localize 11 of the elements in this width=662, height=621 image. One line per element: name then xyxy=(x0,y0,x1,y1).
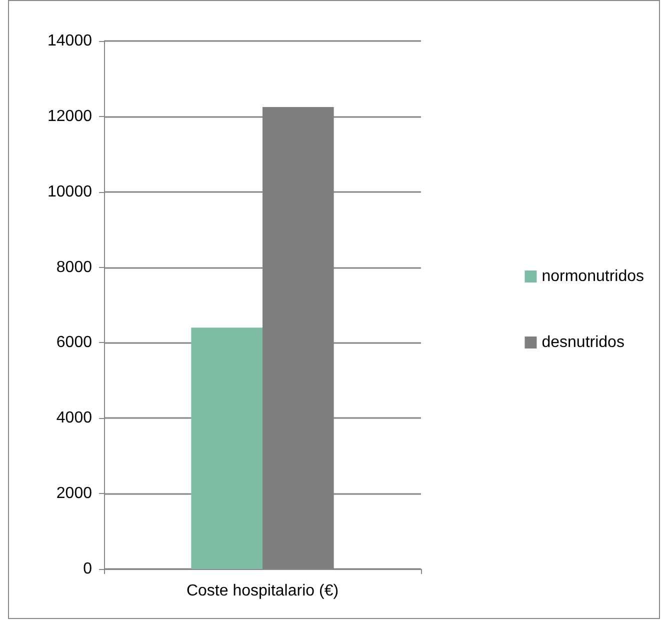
y-tick-label: 10000 xyxy=(48,183,92,200)
y-tick-label: 8000 xyxy=(56,258,92,276)
x-tick-label: Coste hospitalario (€) xyxy=(186,582,339,600)
legend-label: desnutridos xyxy=(542,334,624,351)
y-tick-label: 2000 xyxy=(56,485,92,502)
y-tick-label: 4000 xyxy=(56,410,92,427)
legend-label: normonutridos xyxy=(542,268,644,285)
y-tick-label: 0 xyxy=(83,560,92,578)
y-tick-label: 12000 xyxy=(48,108,92,125)
y-tick-label: 6000 xyxy=(56,334,92,352)
y-tick-label: 14000 xyxy=(48,32,92,50)
